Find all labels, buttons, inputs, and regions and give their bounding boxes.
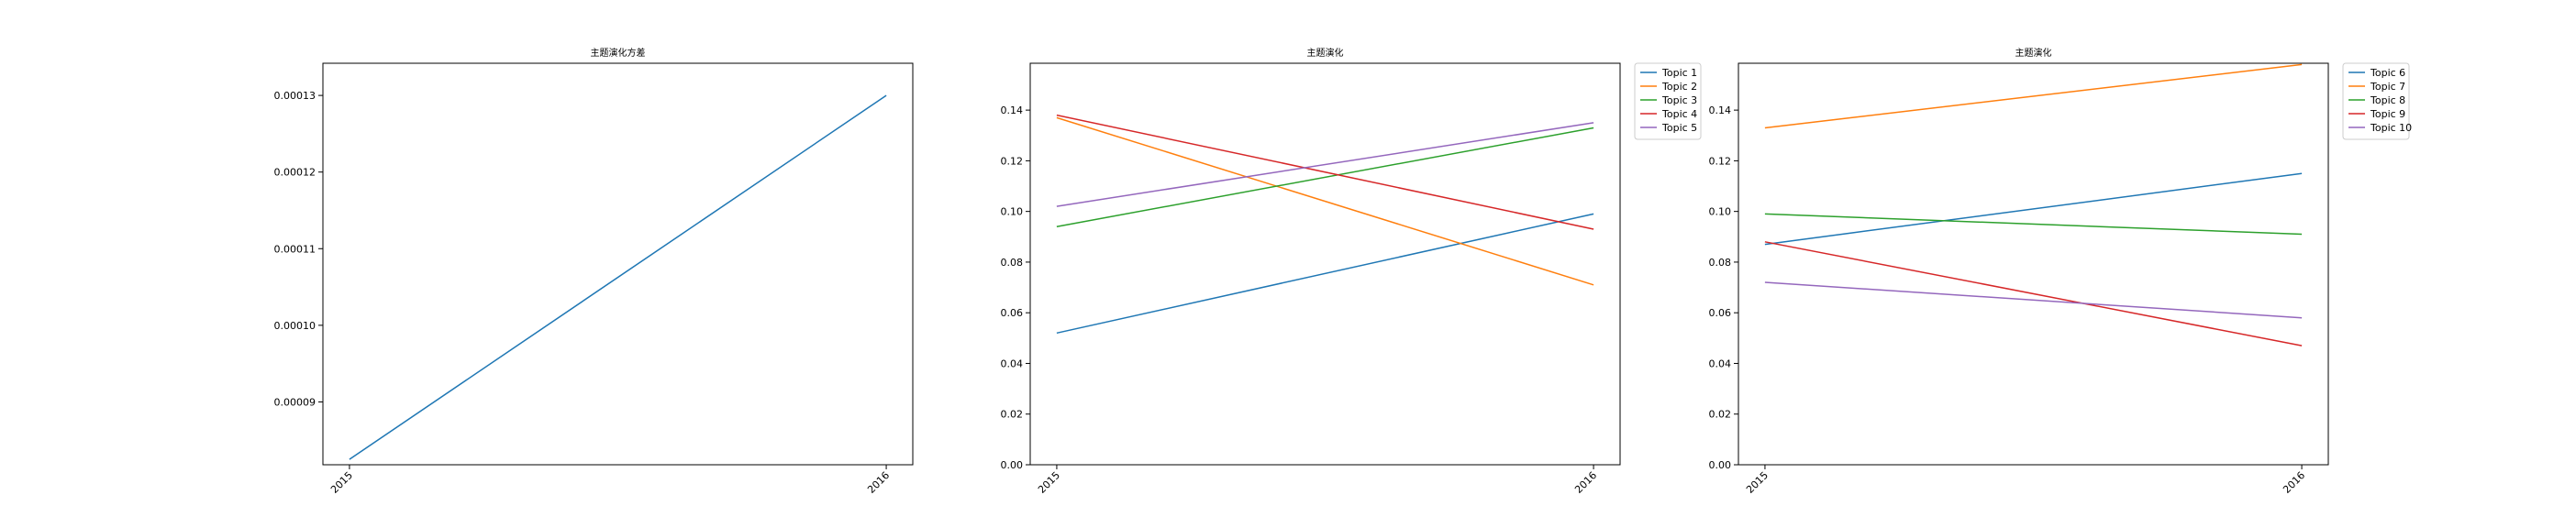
legend-box	[2342, 62, 2410, 140]
y-tick-label: 0.14	[1709, 104, 1732, 116]
y-tick-label: 0.08	[1709, 257, 1732, 269]
series-line-topic-10	[1764, 281, 2303, 319]
y-tick-label: 0.00009	[274, 396, 316, 408]
y-tick-label: 0.00013	[274, 90, 316, 102]
y-tick-label: 0.14	[1001, 104, 1024, 116]
series-line-topic-5	[1056, 122, 1594, 207]
legend-label: Topic 6	[2370, 67, 2405, 79]
axes-frame	[1738, 62, 2329, 466]
y-tick-label: 0.00010	[274, 320, 316, 332]
y-tick-label: 0.00	[1709, 459, 1732, 471]
series-line-topic-3	[1056, 126, 1594, 227]
y-tick-label: 0.02	[1709, 409, 1732, 421]
series-line-topic-4	[1056, 114, 1594, 230]
y-tick-label: 0.10	[1001, 206, 1024, 218]
axes-frame	[322, 62, 914, 466]
y-tick-label: 0.08	[1001, 257, 1024, 269]
legend-label: Topic 7	[2370, 81, 2405, 93]
legend-label: Topic 4	[1661, 108, 1697, 120]
x-tick-label: 2016	[2281, 469, 2307, 496]
x-tick-label: 2015	[328, 469, 355, 496]
series-line-topic-2	[1056, 116, 1594, 286]
series-line-topic-8	[1764, 213, 2303, 236]
chart-title: 主题演化	[1307, 47, 1344, 59]
y-tick-label: 0.04	[1001, 358, 1024, 369]
y-tick-label: 0.00011	[274, 243, 316, 255]
chart-title: 主题演化	[2015, 47, 2052, 59]
legend-label: Topic 2	[1661, 81, 1697, 93]
chart-panel-2: 主题演化 0.00 0.02 0.04 0.06 0.08 0.10 0.12 0.14 2015…	[1001, 47, 1702, 496]
series-line-topic-6	[1764, 172, 2303, 246]
y-tick-label: 0.04	[1709, 358, 1732, 369]
legend-label: Topic 1	[1661, 67, 1697, 79]
x-tick-label: 2016	[1572, 469, 1599, 496]
chart-title: 主题演化方差	[591, 47, 646, 59]
legend-label: Topic 9	[2370, 108, 2405, 120]
y-tick-label: 0.12	[1001, 155, 1024, 167]
y-tick-label: 0.00012	[274, 167, 316, 179]
axes-frame	[1029, 62, 1621, 466]
chart-panel-1: 主题演化方差 0.00009 0.00010 0.00011 0.00012 0.0001…	[274, 47, 914, 496]
y-tick-label: 0.06	[1709, 307, 1732, 319]
series-line-topic-1	[1056, 213, 1594, 335]
legend-label: Topic 10	[2370, 122, 2412, 134]
y-tick-label: 0.12	[1709, 155, 1732, 167]
x-tick-label: 2015	[1036, 469, 1062, 496]
y-tick-label: 0.10	[1709, 206, 1732, 218]
series-line-topic-7	[1764, 63, 2303, 129]
x-tick-label: 2016	[865, 469, 892, 496]
y-tick-label: 0.00	[1001, 459, 1024, 471]
series-line-topic-9	[1764, 241, 2303, 346]
legend-box	[1634, 62, 1702, 140]
legend-label: Topic 8	[2370, 94, 2405, 106]
y-tick-label: 0.02	[1001, 409, 1024, 421]
x-tick-label: 2015	[1744, 469, 1771, 496]
series-line-1	[349, 94, 887, 460]
y-tick-label: 0.06	[1001, 307, 1024, 319]
legend-label: Topic 5	[1661, 122, 1697, 134]
legend-label: Topic 3	[1661, 94, 1697, 106]
chart-panel-3: 主题演化 0.00 0.02 0.04 0.06 0.08 0.10 0.12 0.14 2015…	[1709, 47, 2413, 496]
